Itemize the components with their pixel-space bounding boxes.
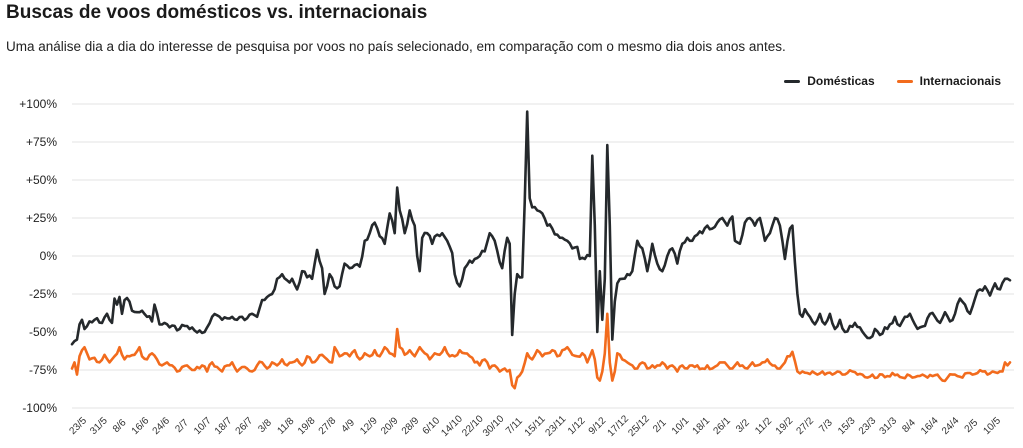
x-tick-label: 31/3 xyxy=(878,415,900,437)
x-tick-label: 15/3 xyxy=(836,415,858,437)
x-tick-label: 10/5 xyxy=(981,415,1003,437)
x-tick-label: 26/7 xyxy=(234,415,256,437)
x-tick-label: 25/12 xyxy=(626,413,652,439)
x-tick-label: 17/12 xyxy=(606,413,632,439)
y-tick-label: +75% xyxy=(26,135,57,149)
y-tick-label: +25% xyxy=(26,211,57,225)
x-tick-label: 26/1 xyxy=(711,415,733,437)
x-tick-label: 3/2 xyxy=(734,417,752,435)
x-tick-label: 12/9 xyxy=(358,415,380,437)
y-tick-label: +100% xyxy=(19,97,57,111)
x-tick-label: 31/5 xyxy=(88,415,110,437)
x-tick-label: 3/8 xyxy=(256,417,274,435)
x-tick-label: 10/1 xyxy=(670,415,692,437)
x-tick-label: 23/5 xyxy=(67,415,89,437)
y-tick-label: -50% xyxy=(29,325,57,339)
series-line-international xyxy=(70,312,1012,390)
chart-series xyxy=(70,110,1012,390)
x-tick-label: 20/9 xyxy=(379,415,401,437)
chart-subtitle: Uma análise dia a dia do interesse de pe… xyxy=(6,39,786,54)
x-tick-label: 16/4 xyxy=(919,415,941,437)
x-tick-label: 15/11 xyxy=(523,413,548,438)
chart-legend: Domésticas Internacionais xyxy=(784,74,1001,88)
x-tick-label: 2/1 xyxy=(651,417,669,435)
x-tick-label: 24/6 xyxy=(151,415,173,437)
x-tick-label: 6/10 xyxy=(421,415,443,437)
legend-label-domestic: Domésticas xyxy=(807,74,875,88)
x-tick-label: 27/8 xyxy=(317,415,339,437)
legend-swatch-domestic xyxy=(784,79,801,83)
x-tick-label: 2/5 xyxy=(963,417,981,435)
y-tick-label: -100% xyxy=(22,401,57,415)
x-tick-label: 22/10 xyxy=(460,413,486,439)
x-tick-label: 18/1 xyxy=(691,415,713,437)
x-tick-label: 8/4 xyxy=(900,417,918,435)
x-tick-label: 8/6 xyxy=(111,417,129,435)
x-tick-label: 9/12 xyxy=(587,415,609,437)
x-tick-label: 11/8 xyxy=(275,415,296,436)
x-tick-label: 10/7 xyxy=(192,415,214,437)
x-tick-label: 24/4 xyxy=(940,415,962,437)
y-tick-label: +50% xyxy=(26,173,57,187)
legend-item-domestic[interactable]: Domésticas xyxy=(784,74,875,88)
legend-label-international: Internacionais xyxy=(919,74,1001,88)
series-line-domestic xyxy=(70,110,1012,346)
x-tick-label: 16/6 xyxy=(130,415,152,437)
x-tick-label: 27/2 xyxy=(795,415,817,437)
y-tick-label: -25% xyxy=(29,287,57,301)
x-axis: 23/5 31/5 8/6 16/6 24/6 2/7 10/7 18/7 26/7 3/8 11/… xyxy=(67,413,1003,439)
x-tick-label: 1/12 xyxy=(566,415,588,437)
y-tick-label: -75% xyxy=(29,363,57,377)
x-tick-label: 4/9 xyxy=(339,417,357,435)
x-tick-label: 7/11 xyxy=(504,415,525,436)
x-tick-label: 14/10 xyxy=(439,413,465,439)
legend-item-international[interactable]: Internacionais xyxy=(896,74,1001,88)
x-tick-label: 19/2 xyxy=(774,415,796,437)
x-tick-label: 19/8 xyxy=(296,415,318,437)
x-tick-label: 18/7 xyxy=(213,415,235,437)
y-tick-label: 0% xyxy=(40,249,58,263)
x-tick-label: 11/2 xyxy=(753,415,774,436)
x-tick-label: 23/11 xyxy=(544,413,569,438)
legend-swatch-international xyxy=(896,79,913,83)
x-tick-label: 30/10 xyxy=(481,413,507,439)
y-axis: +100% +75% +50% +25% 0% -25% -50% -75% -100% xyxy=(19,97,57,415)
chart-gridlines xyxy=(72,103,1014,409)
x-tick-label: 23/3 xyxy=(857,415,879,437)
x-tick-label: 2/7 xyxy=(173,417,191,435)
chart-title: Buscas de voos domésticos vs. internacio… xyxy=(6,2,428,23)
x-tick-label: 28/9 xyxy=(400,415,422,437)
x-tick-label: 7/3 xyxy=(817,417,835,435)
